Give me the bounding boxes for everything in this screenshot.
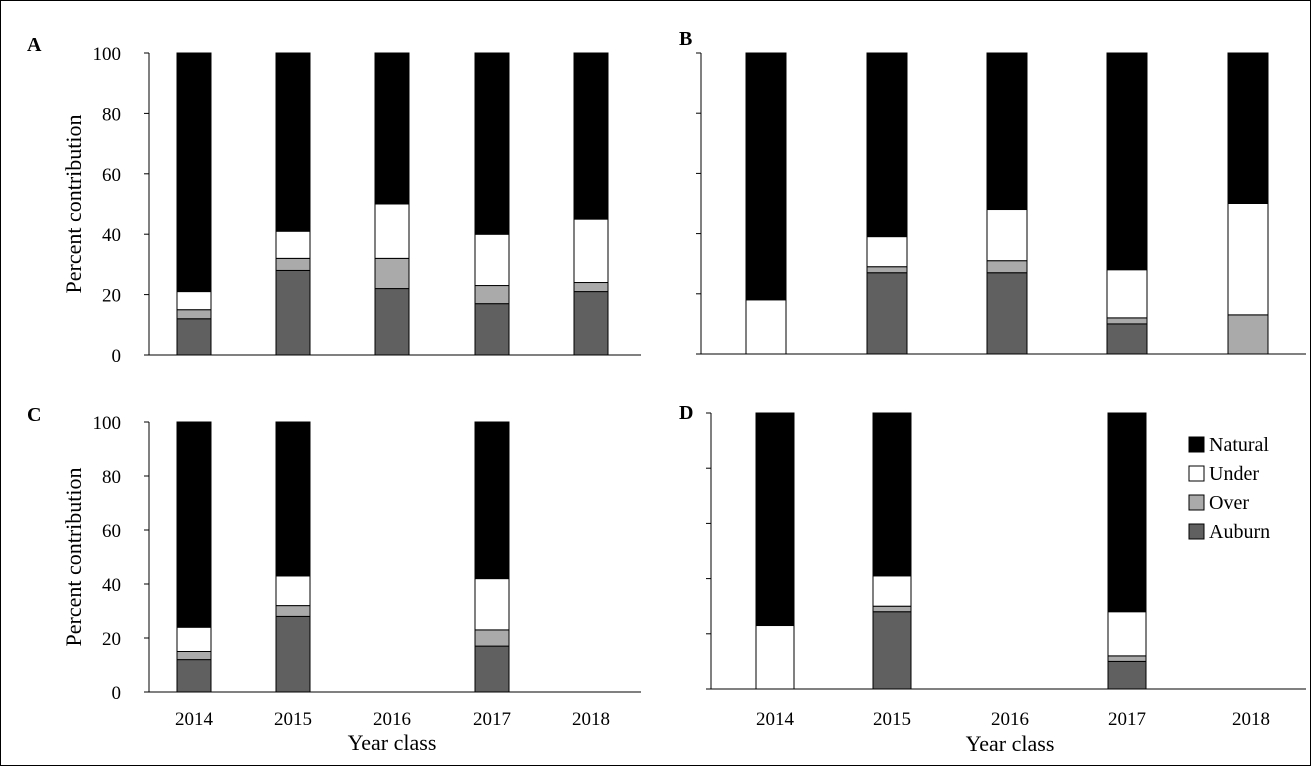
panel-d-bar-2017-auburn: [1107, 660, 1147, 690]
panel-b-bar-2014-natural: [745, 52, 787, 301]
legend-label-natural: Natural: [1209, 434, 1269, 456]
panel-c-y-axis-title: Percent contribution: [61, 467, 86, 646]
panel-c-x-tick-label: 2014: [175, 709, 214, 730]
panel-c-x-tick-label: 2018: [572, 709, 610, 730]
panel-b-bar-2015-auburn: [866, 272, 908, 355]
legend-swatch-natural: [1188, 436, 1205, 453]
legend-label-over: Over: [1209, 492, 1249, 514]
panel-c-bar-2017-auburn: [474, 645, 510, 693]
legend-swatch-auburn: [1188, 523, 1205, 540]
panel-a-bar-2018-over: [573, 282, 609, 293]
panel-a-bar-2014-auburn: [176, 318, 212, 356]
panel-a-bar-2016-natural: [374, 52, 410, 205]
panel-c-x-tick-label: 2015: [274, 709, 312, 730]
legend-swatch-over: [1188, 494, 1205, 511]
panel-a-y-tick-label: 100: [93, 44, 122, 65]
panel-c-y-tick-label: 80: [102, 467, 121, 488]
panel-b-bar-2018-under: [1227, 203, 1269, 316]
panel-c-bar-2014-over: [176, 651, 212, 661]
panel-d-bar-2015-auburn: [872, 611, 912, 690]
panel-a-bar-2014-over: [176, 309, 212, 320]
panel-d-bar-2017-over: [1107, 655, 1147, 662]
panel-a-bar-2017-under: [474, 233, 510, 287]
panel-a-y-axis-title: Percent contribution: [61, 114, 86, 293]
legend-label-auburn: Auburn: [1209, 521, 1270, 543]
panel-b-letter: B: [679, 28, 692, 50]
panel-d-bar-2015-under: [872, 575, 912, 607]
panel-c-y-tick-label: 20: [102, 629, 121, 650]
panel-c-bar-2014-auburn: [176, 659, 212, 693]
panel-b-bar-2015-natural: [866, 52, 908, 238]
panel-d-bar-2015-natural: [872, 412, 912, 577]
panel-a-bar-2016-over: [374, 257, 410, 290]
panel-c-bar-2017-over: [474, 629, 510, 647]
panel-a-y-tick-label: 80: [102, 104, 121, 125]
panel-a-bar-2015-natural: [275, 52, 311, 232]
panel-c-x-tick-label: 2017: [473, 709, 511, 730]
panel-d-bar-2015-over: [872, 605, 912, 613]
panel-b-bar-2017-auburn: [1106, 323, 1148, 355]
panel-c-x-axis-title: Year class: [348, 730, 437, 755]
panel-d-x-tick-label: 2015: [873, 709, 911, 730]
panel-b-bar-2016-natural: [986, 52, 1028, 211]
panel-b-bar-2015-over: [866, 266, 908, 274]
panel-c-x-tick-label: 2016: [373, 709, 411, 730]
panel-a-bar-2015-auburn: [275, 269, 311, 356]
panel-b-bar-2014-under: [745, 299, 787, 355]
panel-b-bar-2017-under: [1106, 269, 1148, 319]
panel-b-bar-2016-under: [986, 209, 1028, 262]
panel-b-bar-2017-over: [1106, 317, 1148, 325]
panel-d-bar-2014-under: [755, 625, 795, 690]
panel-a-y-tick-label: 40: [102, 225, 121, 246]
panel-a-bar-2016-auburn: [374, 288, 410, 356]
panel-c-letter: C: [27, 404, 41, 426]
panel-c-y-tick-label: 0: [112, 683, 122, 704]
panel-a-letter: A: [27, 34, 42, 56]
panel-a-bar-2015-under: [275, 230, 311, 259]
panel-b-bar-2015-under: [866, 236, 908, 268]
panel-a-bar-2017-natural: [474, 52, 510, 235]
panel-a-bar-2017-auburn: [474, 303, 510, 356]
panel-c-bar-2014-under: [176, 626, 212, 653]
panel-c-bar-2015-over: [275, 605, 311, 617]
panel-c-bar-2015-auburn: [275, 615, 311, 693]
panel-a-bar-2014-natural: [176, 52, 212, 293]
panel-a-bar-2018-auburn: [573, 291, 609, 356]
panel-a-bar-2018-under: [573, 218, 609, 284]
panel-a-y-tick-label: 20: [102, 286, 121, 307]
panel-b-bar-2016-over: [986, 260, 1028, 274]
panel-b-bar-2017-natural: [1106, 52, 1148, 271]
panel-c-y-tick-label: 40: [102, 575, 121, 596]
panel-d-x-tick-label: 2017: [1108, 709, 1146, 730]
panel-b-bar-2018-over: [1227, 314, 1269, 355]
panel-a-y-tick-label: 60: [102, 165, 121, 186]
panel-d-x-tick-label: 2014: [756, 709, 795, 730]
panel-c-bar-2017-under: [474, 578, 510, 631]
panel-c-bar-2015-natural: [275, 421, 311, 577]
legend-label-under: Under: [1209, 463, 1259, 485]
panel-d-letter: D: [679, 402, 693, 424]
panel-c-bar-2014-natural: [176, 421, 212, 628]
panel-d-x-axis-title: Year class: [966, 731, 1055, 756]
panel-a-bar-2018-natural: [573, 52, 609, 220]
panel-c-y-tick-label: 100: [93, 413, 122, 434]
panel-d-x-tick-label: 2018: [1232, 709, 1270, 730]
panel-a-y-tick-label: 0: [112, 346, 122, 367]
panel-a-bar-2016-under: [374, 203, 410, 259]
panel-d-bar-2017-under: [1107, 611, 1147, 657]
panel-a-bar-2014-under: [176, 291, 212, 311]
panel-d-bar-2014-natural: [755, 412, 795, 627]
panel-c-y-tick-label: 60: [102, 521, 121, 542]
panel-b-bar-2016-auburn: [986, 272, 1028, 355]
panel-d-bar-2017-natural: [1107, 412, 1147, 613]
panel-a-bar-2015-over: [275, 257, 311, 271]
panel-d-x-tick-label: 2016: [991, 709, 1029, 730]
panel-c-bar-2015-under: [275, 575, 311, 607]
panel-b-bar-2018-natural: [1227, 52, 1269, 204]
panel-a-bar-2017-over: [474, 285, 510, 305]
panel-c-bar-2017-natural: [474, 421, 510, 580]
legend-swatch-under: [1188, 465, 1205, 482]
